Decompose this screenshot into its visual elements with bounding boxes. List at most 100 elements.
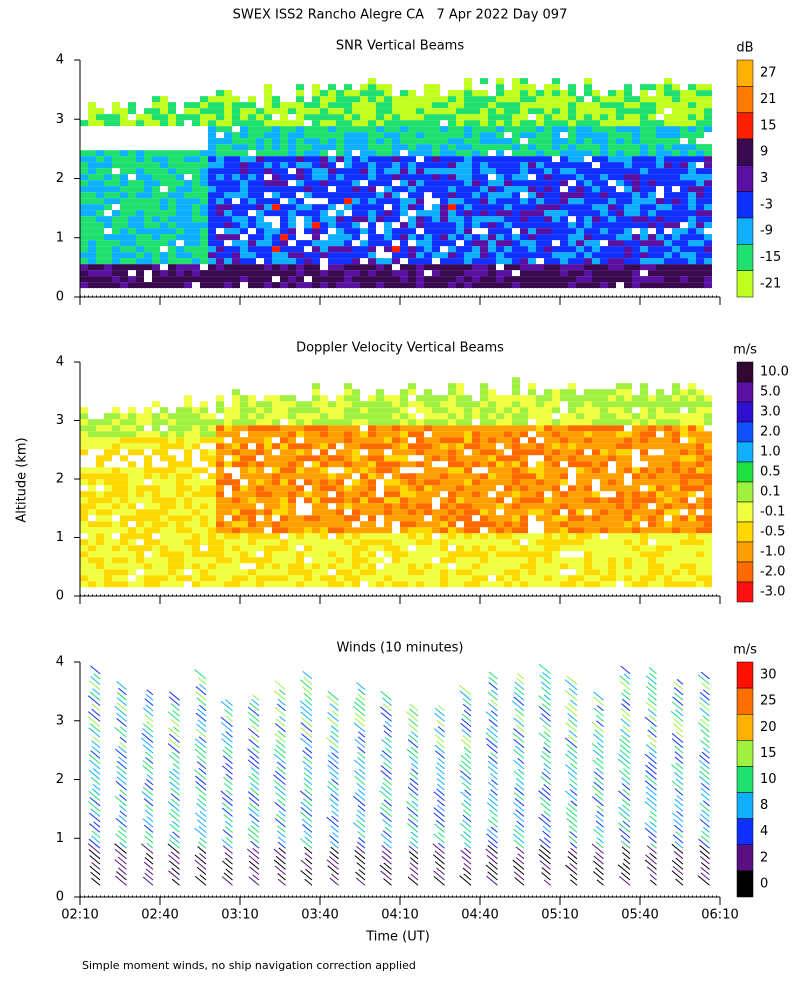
field-cell — [480, 120, 488, 126]
field-cell — [96, 198, 104, 204]
field-cell — [352, 114, 360, 120]
field-cell — [312, 419, 320, 425]
field-cell — [136, 132, 144, 138]
field-cell — [368, 282, 376, 288]
field-cell — [496, 473, 504, 479]
field-cell — [632, 168, 640, 174]
field-cell — [400, 491, 408, 497]
field-cell — [384, 240, 392, 246]
field-cell — [344, 401, 352, 407]
field-cell — [120, 455, 128, 461]
field-cell — [496, 503, 504, 509]
field-cell — [248, 533, 256, 539]
field-cell — [104, 557, 112, 563]
field-cell — [344, 437, 352, 443]
field-cell — [304, 425, 312, 431]
field-cell — [672, 204, 680, 210]
field-cell — [80, 569, 88, 575]
field-cell — [512, 264, 520, 270]
field-cell — [456, 186, 464, 192]
field-cell — [168, 120, 176, 126]
field-cell — [376, 449, 384, 455]
field-cell — [560, 539, 568, 545]
field-cell — [184, 467, 192, 473]
field-cell — [648, 222, 656, 228]
field-cell — [352, 443, 360, 449]
field-cell — [88, 270, 96, 276]
field-cell — [216, 551, 224, 557]
field-cell — [288, 443, 296, 449]
field-cell — [600, 479, 608, 485]
field-cell — [152, 539, 160, 545]
field-cell — [576, 437, 584, 443]
field-cell — [568, 162, 576, 168]
field-cell — [168, 569, 176, 575]
field-cell — [272, 575, 280, 581]
field-cell — [408, 437, 416, 443]
field-cell — [456, 210, 464, 216]
field-cell — [440, 198, 448, 204]
field-cell — [280, 102, 288, 108]
field-cell — [232, 132, 240, 138]
field-cell — [472, 527, 480, 533]
field-cell — [680, 569, 688, 575]
field-cell — [704, 186, 712, 192]
field-cell — [304, 551, 312, 557]
field-cell — [400, 168, 408, 174]
field-cell — [272, 455, 280, 461]
field-cell — [656, 491, 664, 497]
field-cell — [488, 455, 496, 461]
field-cell — [496, 228, 504, 234]
field-cell — [200, 162, 208, 168]
field-cell — [424, 240, 432, 246]
field-cell — [400, 282, 408, 288]
field-cell — [528, 126, 536, 132]
field-cell — [520, 84, 528, 90]
field-cell — [544, 497, 552, 503]
field-cell — [424, 138, 432, 144]
field-cell — [480, 449, 488, 455]
field-cell — [144, 563, 152, 569]
field-cell — [144, 533, 152, 539]
field-cell — [504, 485, 512, 491]
field-cell — [224, 282, 232, 288]
field-cell — [272, 563, 280, 569]
field-cell — [656, 138, 664, 144]
field-cell — [144, 473, 152, 479]
field-cell — [328, 204, 336, 210]
field-cell — [112, 545, 120, 551]
field-cell — [136, 431, 144, 437]
field-cell — [216, 503, 224, 509]
field-cell — [576, 270, 584, 276]
field-cell — [176, 557, 184, 563]
field-cell — [448, 258, 456, 264]
field-cell — [480, 222, 488, 228]
field-cell — [488, 126, 496, 132]
field-cell — [232, 234, 240, 240]
field-cell — [120, 581, 128, 587]
field-cell — [264, 198, 272, 204]
field-cell — [216, 431, 224, 437]
field-cell — [368, 120, 376, 126]
field-cell — [560, 150, 568, 156]
field-cell — [88, 126, 96, 132]
field-cell — [640, 509, 648, 515]
field-cell — [616, 252, 624, 258]
field-cell — [264, 503, 272, 509]
field-cell — [384, 90, 392, 96]
field-cell — [344, 473, 352, 479]
field-cell — [280, 473, 288, 479]
field-cell — [552, 407, 560, 413]
field-cell — [104, 533, 112, 539]
field-cell — [584, 234, 592, 240]
field-cell — [120, 533, 128, 539]
field-cell — [240, 180, 248, 186]
field-cell — [424, 114, 432, 120]
field-cell — [424, 216, 432, 222]
field-cell — [640, 479, 648, 485]
field-cell — [80, 210, 88, 216]
field-cell — [592, 210, 600, 216]
field-cell — [208, 246, 216, 252]
field-cell — [472, 96, 480, 102]
field-cell — [368, 156, 376, 162]
